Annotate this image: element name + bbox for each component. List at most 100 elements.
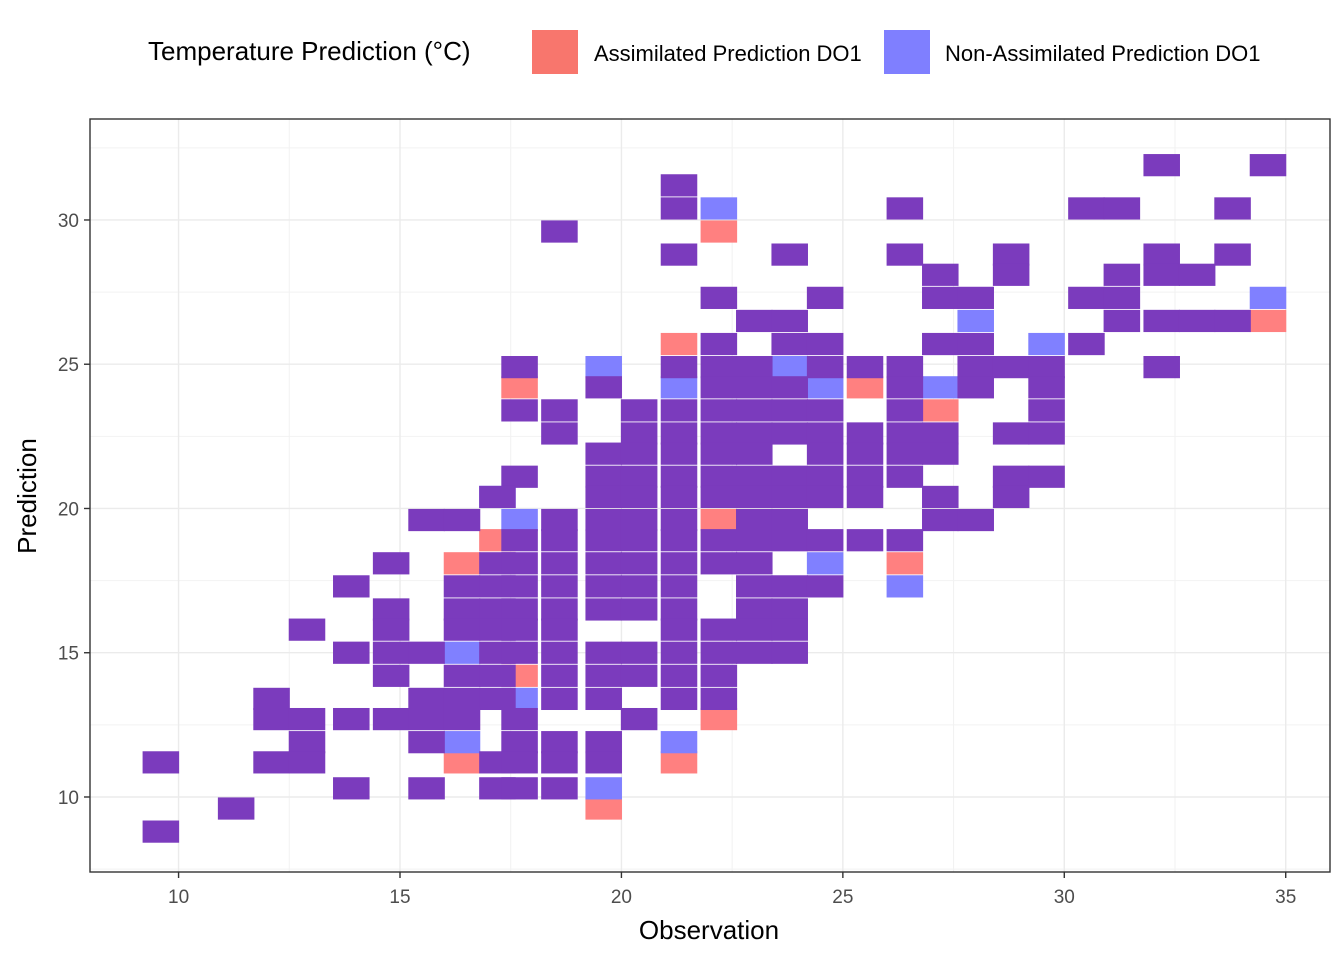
x-tick-label: 10 (168, 887, 189, 908)
heatmap-tile (541, 731, 578, 754)
heatmap-tile (585, 731, 622, 754)
heatmap-tile (1143, 154, 1180, 177)
heatmap-tile (736, 552, 773, 575)
heatmap-tile (585, 641, 622, 664)
heatmap-tile (585, 465, 622, 488)
heatmap-tile (585, 485, 622, 509)
heatmap-tile (408, 687, 445, 711)
heatmap-tile (1103, 286, 1141, 309)
heatmap-tile (806, 575, 844, 598)
y-tick-label: 15 (58, 644, 79, 665)
heatmap-tile (806, 422, 844, 445)
heatmap-tile (372, 641, 410, 664)
heatmap-tile (771, 465, 808, 488)
heatmap-tile (479, 664, 516, 687)
heatmap-tile (660, 552, 698, 575)
heatmap-tile (736, 376, 773, 399)
heatmap-tile (771, 641, 808, 664)
heatmap-tile (408, 508, 445, 532)
heatmap-tile (541, 598, 578, 621)
heatmap-tile (541, 220, 578, 243)
heatmap-tile (846, 356, 884, 379)
heatmap-tile (736, 399, 773, 422)
heatmap-tile (806, 552, 844, 575)
heatmap-tile (922, 286, 959, 309)
heatmap-tile (771, 376, 808, 399)
heatmap-tile (660, 422, 698, 445)
heatmap-tile (660, 485, 698, 509)
y-tick-label: 20 (58, 499, 79, 520)
heatmap-tile (806, 465, 844, 488)
heatmap-tile (700, 485, 738, 509)
heatmap-tile (1028, 332, 1065, 356)
heatmap-tile (886, 376, 924, 399)
heatmap-tile (443, 707, 481, 731)
heatmap-tile (443, 575, 481, 598)
heatmap-tile (771, 575, 808, 598)
heatmap-tile (585, 598, 622, 621)
heatmap-tile (372, 707, 410, 731)
heatmap-tile (700, 220, 738, 243)
heatmap-tile (660, 687, 698, 711)
heatmap-tile (660, 356, 698, 379)
heatmap-tile (736, 465, 773, 488)
heatmap-tile (660, 664, 698, 687)
heatmap-tile (372, 552, 410, 575)
heatmap-tile (806, 332, 844, 356)
heatmap-tile (372, 598, 410, 621)
heatmap-tile (922, 263, 959, 286)
heatmap-tile (253, 751, 290, 774)
heatmap-tile (957, 376, 994, 399)
heatmap-tile (1068, 286, 1105, 309)
heatmap-tile (541, 575, 578, 598)
heatmap-tile (992, 243, 1030, 266)
heatmap-tile (660, 731, 698, 754)
heatmap-tile (886, 552, 924, 575)
heatmap-tile (771, 356, 808, 379)
heatmap-tile (957, 332, 994, 356)
heatmap-tile (700, 529, 738, 552)
heatmap-tile (922, 332, 959, 356)
heatmap-tile (992, 263, 1030, 286)
heatmap-tile (501, 575, 538, 598)
heatmap-tile (736, 508, 773, 532)
heatmap-tile (288, 707, 326, 731)
y-tick-label: 25 (58, 355, 79, 376)
heatmap-tile (700, 442, 738, 465)
heatmap-tiles (142, 154, 1287, 843)
heatmap-tile (1143, 356, 1180, 379)
heatmap-tile (922, 376, 959, 399)
heatmap-tile (585, 376, 622, 399)
heatmap-tile (660, 575, 698, 598)
heatmap-tile (1068, 197, 1105, 220)
heatmap-tile (443, 508, 481, 532)
heatmap-tile (142, 820, 180, 843)
heatmap-tile (585, 777, 622, 800)
heatmap-tile (620, 529, 658, 552)
heatmap-tile (585, 664, 622, 687)
heatmap-tile (957, 356, 994, 379)
heatmap-tile (1028, 465, 1065, 488)
heatmap-tile (1249, 154, 1287, 177)
heatmap-tile (585, 552, 622, 575)
heatmap-tile (886, 575, 924, 598)
heatmap-tile (501, 598, 538, 621)
legend-title: Temperature Prediction (°C) (148, 36, 471, 66)
heatmap-tile (700, 356, 738, 379)
heatmap-tile (700, 687, 738, 711)
heatmap-tile (501, 465, 538, 488)
heatmap-tile (585, 575, 622, 598)
heatmap-tile (620, 442, 658, 465)
heatmap-tile (736, 575, 773, 598)
heatmap-tile (700, 399, 738, 422)
heatmap-tile (443, 598, 481, 621)
y-axis-title: Prediction (12, 438, 42, 554)
heatmap-tile (700, 618, 738, 641)
heatmap-tile (846, 465, 884, 488)
heatmap-tile (541, 777, 578, 800)
heatmap-tile (501, 399, 538, 422)
heatmap-tile (771, 399, 808, 422)
heatmap-tile (1028, 422, 1065, 445)
heatmap-tile (660, 529, 698, 552)
